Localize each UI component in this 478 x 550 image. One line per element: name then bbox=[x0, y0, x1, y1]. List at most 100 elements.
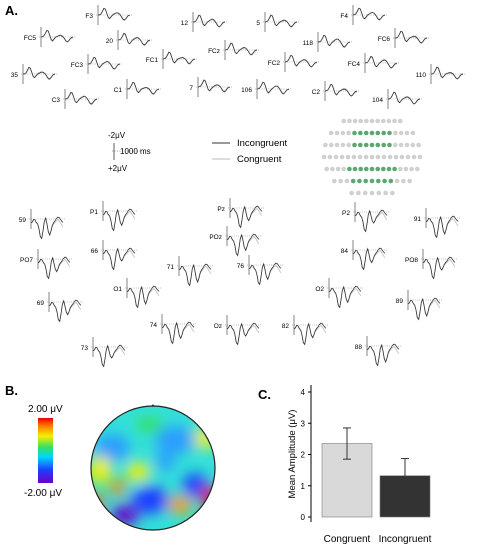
scale-neg-label: -2μV bbox=[108, 131, 126, 140]
incongruent-wave bbox=[328, 285, 362, 309]
incongruent-wave bbox=[162, 51, 196, 65]
electrode-label: 91 bbox=[414, 216, 422, 223]
electrode-label: P2 bbox=[342, 210, 350, 217]
incongruent-wave bbox=[324, 83, 358, 97]
electrode-dot bbox=[358, 166, 364, 172]
electrode-dot bbox=[410, 142, 416, 148]
electrode-dot bbox=[410, 130, 416, 136]
electrode-label: 76 bbox=[237, 263, 245, 270]
electrode-dot bbox=[405, 154, 411, 160]
posterior-erp-plot: POz bbox=[209, 226, 261, 257]
y-tick-label: 0 bbox=[301, 513, 306, 522]
y-tick-label: 4 bbox=[301, 388, 306, 397]
posterior-erp-plot: Pz bbox=[217, 198, 264, 229]
posterior-erp-plot: PO7 bbox=[20, 249, 72, 280]
electrode-dot bbox=[393, 142, 398, 148]
incongruent-wave bbox=[352, 7, 386, 21]
incongruent-wave bbox=[430, 66, 464, 80]
electrode-label: O2 bbox=[315, 286, 324, 293]
frontal-erp-plot: 106 bbox=[241, 79, 291, 99]
posterior-erp-plot: 73 bbox=[81, 337, 127, 368]
congruent-wave bbox=[224, 42, 258, 56]
head-outline bbox=[90, 405, 216, 531]
electrode-label: 71 bbox=[167, 264, 175, 271]
incongruent-wave bbox=[248, 262, 282, 286]
electrode-dot bbox=[349, 190, 354, 196]
electrode-dot bbox=[363, 130, 369, 136]
panel-label-b: B. bbox=[5, 383, 18, 398]
electrode-label: Pz bbox=[217, 206, 225, 213]
electrode-dot bbox=[321, 154, 327, 160]
frontal-erp-plot: 35 bbox=[11, 64, 57, 84]
electrode-dot bbox=[369, 178, 375, 184]
panel-label-c: C. bbox=[258, 387, 271, 402]
electrode-dot bbox=[369, 166, 375, 172]
electrode-label: Oz bbox=[214, 323, 222, 330]
electrode-label: 35 bbox=[11, 72, 19, 79]
incongruent-wave bbox=[366, 343, 400, 367]
posterior-erp-plot: 91 bbox=[414, 208, 460, 239]
frontal-erp-plot: FC4 bbox=[348, 53, 399, 73]
electrode-label: 69 bbox=[37, 300, 45, 307]
frontal-erp-plot: 20 bbox=[106, 30, 152, 50]
incongruent-wave bbox=[92, 344, 126, 368]
voltage-time-scale: -2μV 1000 ms +2μV bbox=[108, 131, 151, 173]
electrode-dot bbox=[356, 190, 361, 196]
posterior-erp-plot: 82 bbox=[282, 315, 328, 346]
electrode-dot bbox=[376, 190, 382, 196]
electrode-dot bbox=[345, 154, 351, 160]
electrode-dot bbox=[324, 166, 330, 172]
electrode-label: 20 bbox=[106, 38, 114, 45]
posterior-erp-plot: 71 bbox=[167, 256, 213, 287]
congruent-wave bbox=[162, 51, 196, 64]
incongruent-wave bbox=[317, 34, 351, 48]
incongruent-wave bbox=[161, 321, 195, 345]
posterior-erp-plot: P1 bbox=[90, 201, 137, 232]
electrode-dot bbox=[346, 130, 351, 136]
frontal-erp-plot: FC3 bbox=[71, 54, 122, 74]
congruent-wave bbox=[264, 14, 298, 27]
electrode-label: POz bbox=[209, 234, 222, 241]
electrode-dot bbox=[344, 178, 350, 184]
electrode-label: C1 bbox=[114, 87, 123, 94]
electrode-dot bbox=[347, 166, 352, 172]
frontal-erp-plot: 118 bbox=[303, 32, 352, 52]
electrode-label: 73 bbox=[81, 345, 89, 352]
electrode-dot bbox=[369, 190, 375, 196]
electrode-dot bbox=[375, 142, 381, 148]
electrode-dot bbox=[416, 142, 421, 148]
electrode-dot bbox=[340, 142, 346, 148]
electrode-dot bbox=[403, 166, 409, 172]
electrode-dot bbox=[334, 130, 340, 136]
electrode-dot bbox=[393, 130, 398, 136]
electrode-label: 7 bbox=[189, 85, 193, 92]
posterior-erp-plot: PO8 bbox=[405, 249, 457, 280]
electrode-dot bbox=[352, 118, 358, 124]
incongruent-wave bbox=[102, 247, 136, 271]
frontal-erp-plot: 110 bbox=[416, 64, 465, 84]
electrode-dot bbox=[340, 130, 346, 136]
electrode-dot bbox=[330, 166, 335, 172]
incongruent-wave bbox=[226, 233, 260, 257]
electrode-dot bbox=[358, 130, 363, 136]
legend-congruent: Congruent bbox=[237, 154, 282, 165]
electrode-dot bbox=[398, 142, 404, 148]
electrode-dot bbox=[404, 130, 410, 136]
incongruent-wave bbox=[354, 209, 388, 233]
posterior-erp-plot: 69 bbox=[37, 292, 83, 323]
posterior-erp-plot: O2 bbox=[315, 278, 363, 309]
electrode-label: 118 bbox=[303, 40, 314, 47]
topographic-map bbox=[91, 406, 215, 530]
posterior-erp-plot: 89 bbox=[396, 290, 442, 321]
electrode-dot bbox=[341, 118, 347, 124]
electrode-dot bbox=[363, 178, 369, 184]
colorbar-max-label: 2.00 μV bbox=[28, 404, 63, 415]
electrode-dot bbox=[339, 154, 345, 160]
frontal-erp-plot: 104 bbox=[372, 89, 422, 109]
electrode-dot bbox=[381, 154, 387, 160]
posterior-erp-plot: O1 bbox=[113, 278, 161, 309]
incongruent-wave bbox=[256, 81, 290, 95]
incongruent-wave bbox=[97, 7, 131, 21]
electrode-dot bbox=[397, 118, 403, 124]
electrode-label: P1 bbox=[90, 209, 98, 216]
